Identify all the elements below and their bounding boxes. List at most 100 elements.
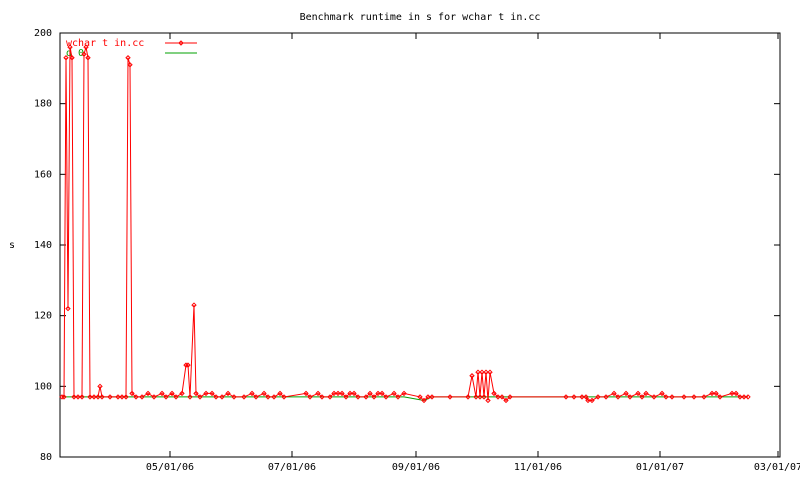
data-point bbox=[63, 55, 69, 61]
data-point bbox=[107, 394, 113, 400]
x-tick-label: 09/01/06 bbox=[392, 462, 440, 473]
data-point bbox=[579, 394, 585, 400]
y-tick-label: 120 bbox=[34, 311, 52, 322]
data-point bbox=[635, 390, 641, 397]
data-point bbox=[485, 397, 491, 404]
data-point bbox=[623, 390, 629, 397]
data-point bbox=[87, 394, 93, 400]
data-point bbox=[277, 390, 283, 397]
data-point bbox=[179, 390, 185, 397]
data-point bbox=[563, 394, 569, 400]
data-point bbox=[95, 394, 101, 400]
data-point bbox=[615, 394, 621, 400]
data-point bbox=[191, 302, 197, 308]
data-point bbox=[713, 390, 719, 397]
data-point bbox=[231, 394, 237, 400]
data-point bbox=[447, 394, 453, 400]
data-point bbox=[91, 394, 97, 400]
data-point bbox=[425, 394, 431, 400]
x-tick-label: 11/01/06 bbox=[514, 462, 562, 473]
legend-label: d 0 bbox=[66, 48, 84, 59]
data-point bbox=[503, 397, 509, 404]
data-point bbox=[483, 369, 489, 375]
data-point bbox=[475, 369, 481, 375]
x-tick-label: 01/01/07 bbox=[636, 462, 684, 473]
data-point bbox=[99, 394, 105, 400]
data-point bbox=[709, 390, 715, 397]
data-point bbox=[125, 55, 131, 61]
data-point bbox=[429, 394, 435, 400]
legend-label: wchar t in.cc bbox=[66, 38, 144, 49]
x-tick-label: 07/01/06 bbox=[268, 462, 316, 473]
data-point bbox=[603, 394, 609, 400]
data-point bbox=[681, 394, 687, 400]
data-point bbox=[643, 390, 649, 397]
data-point bbox=[71, 394, 77, 400]
data-point bbox=[163, 394, 169, 400]
data-point bbox=[169, 390, 175, 397]
data-point bbox=[209, 390, 215, 397]
data-point bbox=[331, 390, 337, 397]
data-point bbox=[97, 383, 103, 390]
y-tick-label: 160 bbox=[34, 169, 52, 180]
data-point bbox=[421, 397, 427, 404]
data-point bbox=[83, 44, 89, 50]
data-point bbox=[733, 390, 739, 397]
data-point bbox=[745, 394, 751, 400]
data-point bbox=[159, 390, 165, 397]
data-point bbox=[343, 394, 349, 400]
data-point bbox=[225, 390, 231, 397]
data-point bbox=[639, 394, 645, 400]
data-point bbox=[281, 394, 287, 400]
data-point bbox=[477, 394, 483, 400]
data-point bbox=[571, 394, 577, 400]
data-point bbox=[473, 394, 479, 400]
data-point bbox=[75, 394, 81, 400]
data-point bbox=[187, 394, 193, 400]
data-point bbox=[669, 394, 675, 400]
data-point bbox=[253, 394, 259, 400]
data-point bbox=[737, 394, 743, 400]
data-point bbox=[395, 394, 401, 400]
data-point bbox=[319, 394, 325, 400]
data-point bbox=[391, 390, 397, 397]
data-point bbox=[499, 394, 505, 400]
data-point bbox=[61, 394, 67, 400]
data-point bbox=[371, 394, 377, 400]
data-point bbox=[315, 390, 321, 397]
x-tick-label: 03/01/07 bbox=[754, 462, 800, 473]
data-point bbox=[133, 394, 139, 400]
data-point bbox=[663, 394, 669, 400]
data-point bbox=[115, 394, 121, 400]
series-line bbox=[62, 46, 748, 402]
data-point bbox=[139, 394, 145, 400]
data-point bbox=[119, 394, 125, 400]
data-point bbox=[595, 394, 601, 400]
data-point bbox=[367, 390, 373, 397]
data-point bbox=[145, 390, 151, 397]
y-tick-label: 180 bbox=[34, 99, 52, 110]
data-point bbox=[691, 394, 697, 400]
data-point bbox=[585, 397, 591, 404]
data-point bbox=[261, 390, 267, 397]
data-point bbox=[193, 390, 199, 397]
data-point bbox=[507, 394, 513, 400]
y-tick-label: 140 bbox=[34, 240, 52, 251]
data-point bbox=[241, 394, 247, 400]
data-point bbox=[495, 394, 501, 400]
data-point bbox=[127, 62, 133, 68]
data-point bbox=[651, 394, 657, 400]
data-point bbox=[271, 394, 277, 400]
data-point bbox=[339, 390, 345, 397]
data-point bbox=[185, 362, 191, 368]
data-point bbox=[69, 55, 75, 61]
data-point bbox=[659, 390, 665, 397]
data-point bbox=[335, 390, 341, 397]
data-point bbox=[481, 394, 487, 400]
data-point bbox=[417, 394, 423, 400]
data-point bbox=[479, 369, 485, 375]
data-point bbox=[249, 390, 255, 397]
